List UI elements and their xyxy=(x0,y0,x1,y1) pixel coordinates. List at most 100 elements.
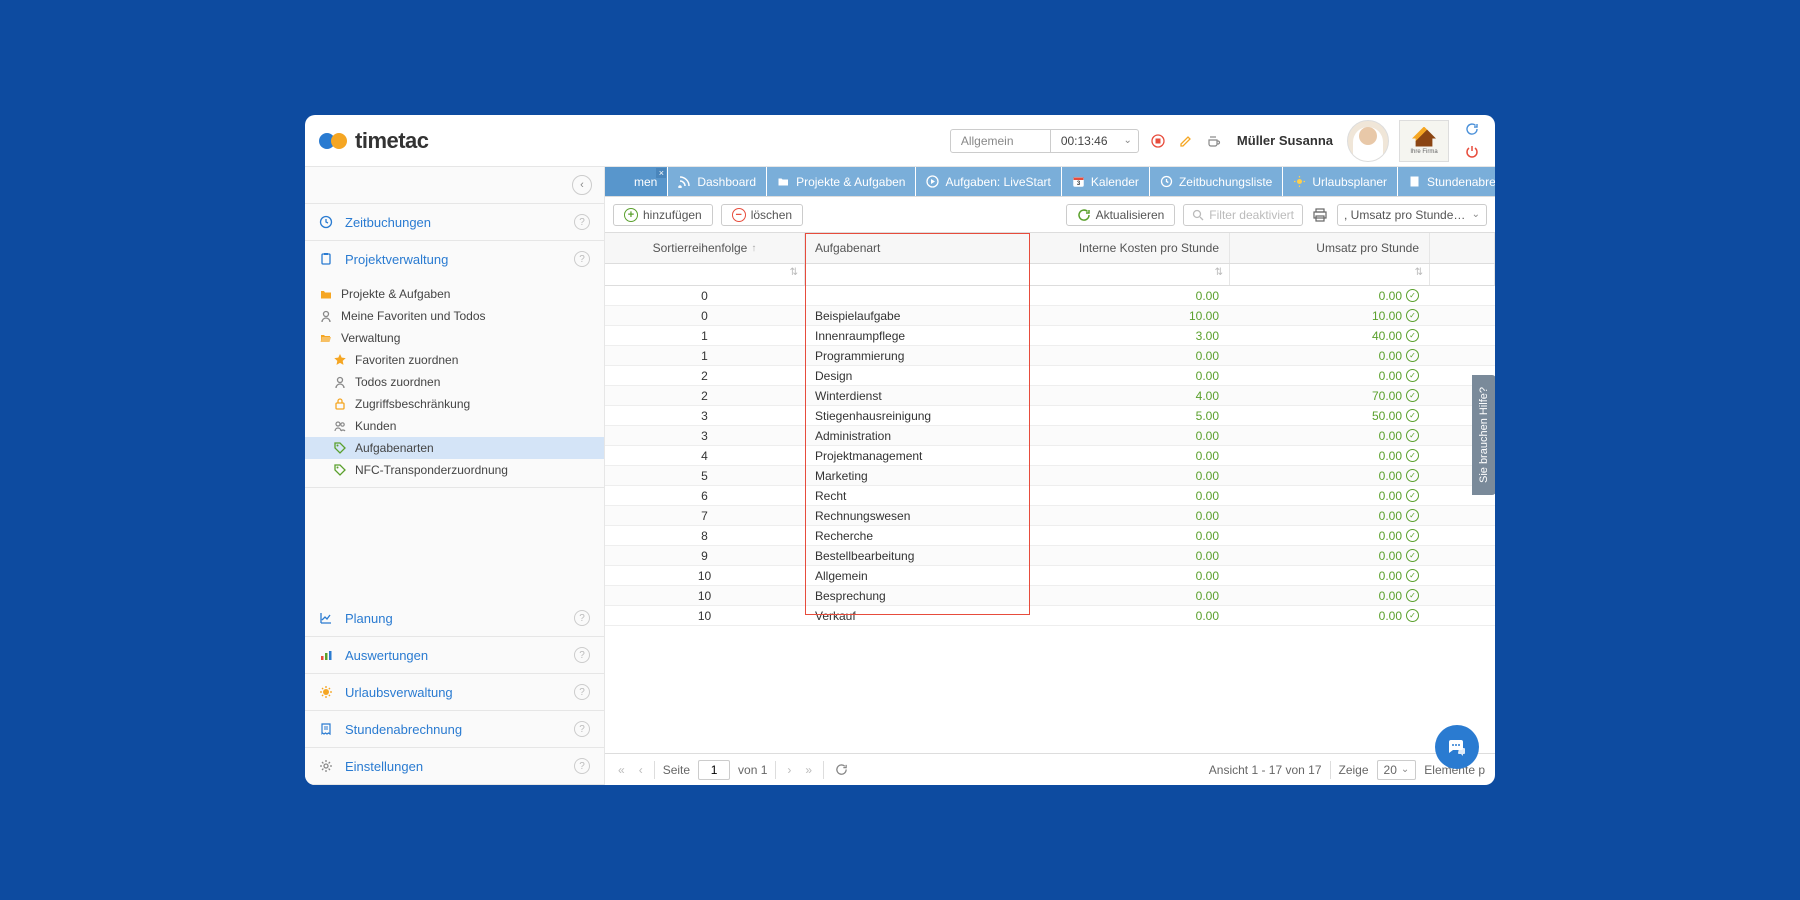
table-row[interactable]: 6 Recht 0.00 0.00✓ xyxy=(605,486,1495,506)
tab-projekte-aufgaben[interactable]: Projekte & Aufgaben xyxy=(767,167,916,196)
company-logo-caption: Ihre Firma xyxy=(1410,149,1437,155)
page-size-select[interactable]: 20⌄ xyxy=(1377,760,1417,780)
collapse-sidebar-button[interactable]: ‹ xyxy=(572,175,592,195)
tab-dashboard[interactable]: Dashboard xyxy=(668,167,767,196)
tab-stundenabrechnu[interactable]: Stundenabrechnu xyxy=(1398,167,1495,196)
filter-cost[interactable] xyxy=(1030,264,1230,285)
tree-item-aufgabenarten[interactable]: Aufgabenarten xyxy=(305,437,604,459)
tree-item-projekte-&-aufgaben[interactable]: Projekte & Aufgaben xyxy=(305,283,604,305)
table-row[interactable]: 1 Programmierung 0.00 0.00✓ xyxy=(605,346,1495,366)
tab-kalender[interactable]: 3Kalender xyxy=(1062,167,1150,196)
cell-cost: 0.00 xyxy=(1030,609,1230,623)
help-icon[interactable]: ? xyxy=(574,721,590,737)
tree-item-meine-favoriten-und-todos[interactable]: Meine Favoriten und Todos xyxy=(305,305,604,327)
summary-label: Ansicht 1 - 17 von 17 xyxy=(1209,763,1322,777)
table-row[interactable]: 0 0.00 0.00✓ xyxy=(605,286,1495,306)
chat-button[interactable] xyxy=(1435,725,1479,769)
tree-item-favoriten-zuordnen[interactable]: Favoriten zuordnen xyxy=(305,349,604,371)
prev-page-button[interactable]: ‹ xyxy=(636,763,646,777)
col-header-task[interactable]: Aufgabenart xyxy=(805,233,1030,263)
close-icon[interactable]: × xyxy=(656,168,666,178)
help-icon[interactable]: ? xyxy=(574,684,590,700)
table-header: Sortierreihenfolge↑ Aufgabenart Interne … xyxy=(605,233,1495,264)
cell-sort: 0 xyxy=(605,309,805,323)
help-icon[interactable]: ? xyxy=(574,214,590,230)
cell-revenue: 0.00✓ xyxy=(1230,609,1430,623)
tree-item-nfc-transponderzuordnung[interactable]: NFC-Transponderzuordnung xyxy=(305,459,604,481)
cell-sort: 6 xyxy=(605,489,805,503)
app-window: timetac Allgemein 00:13:46 ⌄ Müller Susa… xyxy=(305,115,1495,785)
help-icon[interactable]: ? xyxy=(574,610,590,626)
edit-icon[interactable] xyxy=(1177,132,1195,150)
tab-zeitbuchungsliste[interactable]: Zeitbuchungsliste xyxy=(1150,167,1283,196)
check-icon: ✓ xyxy=(1406,609,1419,622)
stop-icon[interactable] xyxy=(1149,132,1167,150)
table-row[interactable]: 9 Bestellbearbeitung 0.00 0.00✓ xyxy=(605,546,1495,566)
user-avatar[interactable] xyxy=(1347,120,1389,162)
table-row[interactable]: 4 Projektmanagement 0.00 0.00✓ xyxy=(605,446,1495,466)
company-logo[interactable]: Ihre Firma xyxy=(1399,120,1449,162)
table-row[interactable]: 3 Administration 0.00 0.00✓ xyxy=(605,426,1495,446)
table-row[interactable]: 3 Stiegenhausreinigung 5.00 50.00✓ xyxy=(605,406,1495,426)
delete-button[interactable]: −löschen xyxy=(721,204,803,226)
refresh-button[interactable]: Aktualisieren xyxy=(1066,204,1176,226)
tab-urlaubsplaner[interactable]: Urlaubsplaner xyxy=(1283,167,1398,196)
page-input[interactable] xyxy=(698,760,730,780)
help-icon[interactable]: ? xyxy=(574,251,590,267)
coffee-icon[interactable] xyxy=(1205,132,1223,150)
help-icon[interactable]: ? xyxy=(574,647,590,663)
tab-men[interactable]: ×men xyxy=(605,167,668,196)
reload-button[interactable] xyxy=(832,763,851,776)
tree-item-verwaltung[interactable]: Verwaltung xyxy=(305,327,604,349)
cell-sort: 0 xyxy=(605,289,805,303)
tree-item-todos-zuordnen[interactable]: Todos zuordnen xyxy=(305,371,604,393)
table-row[interactable]: 1 Innenraumpflege 3.00 40.00✓ xyxy=(605,326,1495,346)
table-row[interactable]: 2 Design 0.00 0.00✓ xyxy=(605,366,1495,386)
tag-icon xyxy=(333,441,349,455)
table-row[interactable]: 2 Winterdienst 4.00 70.00✓ xyxy=(605,386,1495,406)
power-icon[interactable] xyxy=(1465,144,1481,160)
col-header-sort[interactable]: Sortierreihenfolge↑ xyxy=(605,233,805,263)
table-row[interactable]: 10 Verkauf 0.00 0.00✓ xyxy=(605,606,1495,626)
cell-revenue: 0.00✓ xyxy=(1230,529,1430,543)
sidebar-section-urlaubsverwaltung[interactable]: Urlaubsverwaltung ? xyxy=(305,674,604,710)
sun-icon xyxy=(1293,175,1307,189)
table-row[interactable]: 10 Allgemein 0.00 0.00✓ xyxy=(605,566,1495,586)
sidebar-section-zeitbuchungen[interactable]: Zeitbuchungen ? xyxy=(305,204,604,240)
table-row[interactable]: 7 Rechnungswesen 0.00 0.00✓ xyxy=(605,506,1495,526)
filter-placeholder: Filter deaktiviert xyxy=(1209,208,1294,222)
sidebar-section-auswertungen[interactable]: Auswertungen ? xyxy=(305,637,604,673)
help-tab[interactable]: Sie brauchen Hilfe? xyxy=(1472,375,1495,495)
print-icon[interactable] xyxy=(1311,206,1329,224)
sidebar-section-stundenabrechnung[interactable]: Stundenabrechnung ? xyxy=(305,711,604,747)
add-button[interactable]: +hinzufügen xyxy=(613,204,713,226)
view-selector[interactable]: , Umsatz pro Stunde, Intern ⌄ xyxy=(1337,204,1487,226)
check-icon: ✓ xyxy=(1406,389,1419,402)
filter-input[interactable]: Filter deaktiviert xyxy=(1183,204,1303,226)
status-selector[interactable]: Allgemein 00:13:46 ⌄ xyxy=(950,129,1139,153)
cell-task: Allgemein xyxy=(805,569,1030,583)
rss-icon xyxy=(678,175,692,189)
filter-revenue[interactable] xyxy=(1230,264,1430,285)
sidebar-section-planung[interactable]: Planung ? xyxy=(305,600,604,636)
sidebar-section-einstellungen[interactable]: Einstellungen ? xyxy=(305,748,604,784)
table-row[interactable]: 0 Beispielaufgabe 10.00 10.00✓ xyxy=(605,306,1495,326)
tab-aufgaben-livestart[interactable]: Aufgaben: LiveStart xyxy=(916,167,1061,196)
table-row[interactable]: 5 Marketing 0.00 0.00✓ xyxy=(605,466,1495,486)
filter-sort[interactable] xyxy=(605,264,805,285)
col-header-cost[interactable]: Interne Kosten pro Stunde xyxy=(1030,233,1230,263)
filter-task[interactable] xyxy=(805,264,1030,285)
refresh-icon[interactable] xyxy=(1465,122,1481,138)
help-icon[interactable]: ? xyxy=(574,758,590,774)
sidebar-section-projektverwaltung[interactable]: Projektverwaltung ? xyxy=(305,241,604,277)
tree-item-zugriffsbeschränkung[interactable]: Zugriffsbeschränkung xyxy=(305,393,604,415)
toolbar: +hinzufügen −löschen Aktualisieren Filte… xyxy=(605,197,1495,233)
first-page-button[interactable]: « xyxy=(615,763,628,777)
tree-item-kunden[interactable]: Kunden xyxy=(305,415,604,437)
table-row[interactable]: 10 Besprechung 0.00 0.00✓ xyxy=(605,586,1495,606)
logo: timetac xyxy=(319,128,429,154)
next-page-button[interactable]: › xyxy=(784,763,794,777)
col-header-revenue[interactable]: Umsatz pro Stunde xyxy=(1230,233,1430,263)
table-row[interactable]: 8 Recherche 0.00 0.00✓ xyxy=(605,526,1495,546)
last-page-button[interactable]: » xyxy=(802,763,815,777)
